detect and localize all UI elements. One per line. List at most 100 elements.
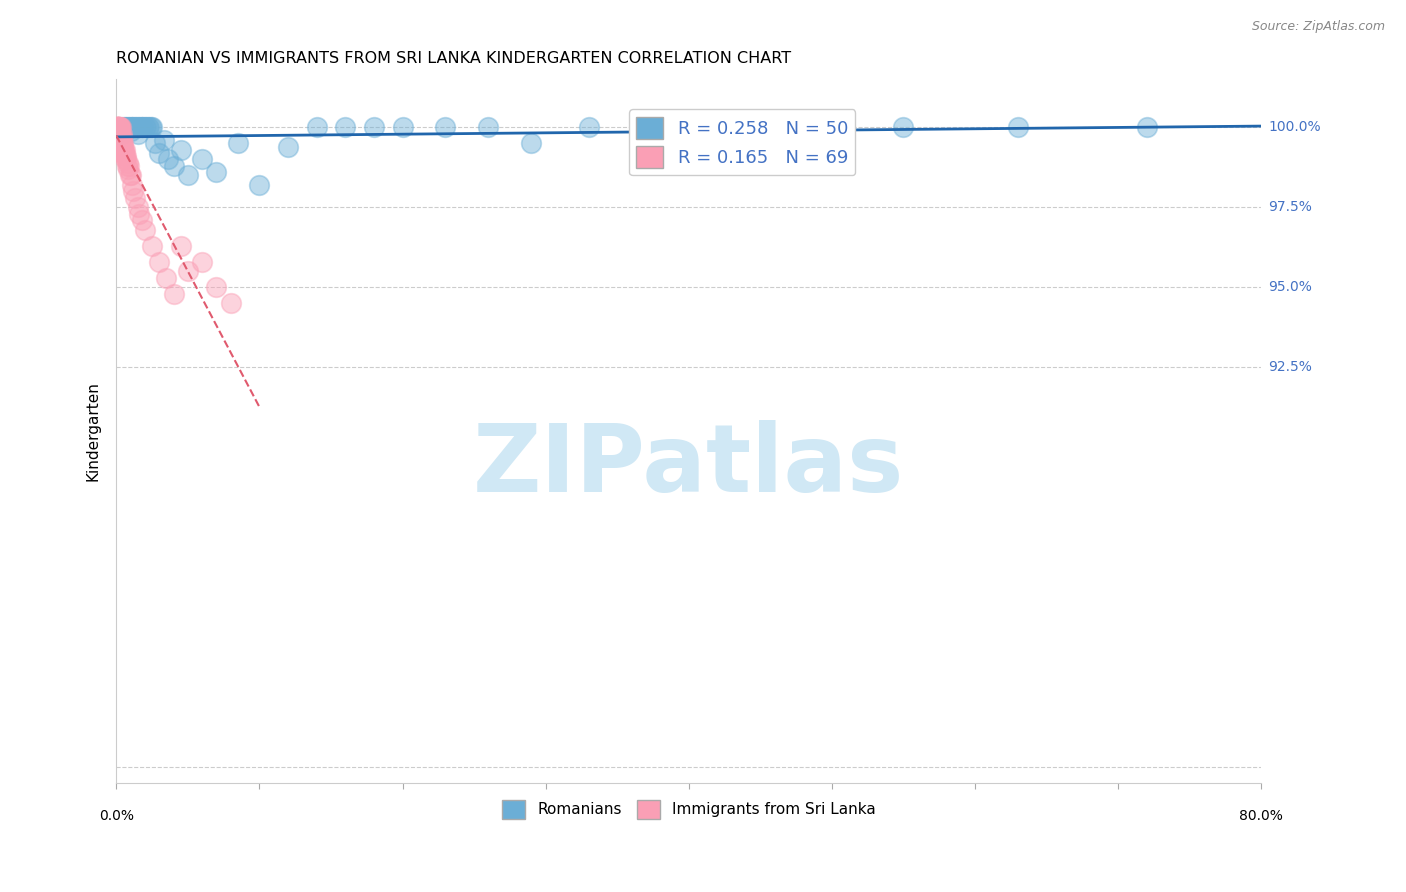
Point	[205, 280, 228, 294]
Point	[108, 129, 131, 144]
Point	[128, 120, 150, 135]
Point	[108, 120, 131, 135]
Text: 92.5%: 92.5%	[1268, 360, 1312, 375]
Point	[110, 127, 132, 141]
Point	[107, 120, 129, 135]
Point	[129, 120, 152, 135]
Point	[107, 123, 129, 137]
Point	[114, 149, 136, 163]
Point	[363, 120, 385, 135]
Y-axis label: Kindergarten: Kindergarten	[86, 381, 100, 481]
Point	[391, 120, 413, 135]
Point	[108, 127, 131, 141]
Point	[112, 120, 135, 135]
Text: ZIPatlas: ZIPatlas	[472, 420, 904, 512]
Point	[156, 153, 179, 167]
Point	[111, 129, 134, 144]
Point	[335, 120, 357, 135]
Point	[205, 165, 228, 179]
Point	[893, 120, 915, 135]
Point	[305, 120, 328, 135]
Point	[111, 136, 134, 151]
Point	[136, 120, 159, 135]
Point	[112, 136, 135, 151]
Point	[111, 139, 134, 153]
Point	[112, 143, 135, 157]
Point	[143, 136, 166, 151]
Point	[162, 286, 184, 301]
Point	[118, 169, 141, 183]
Point	[134, 222, 156, 236]
Point	[1007, 120, 1029, 135]
Point	[162, 159, 184, 173]
Point	[141, 238, 163, 252]
Point	[120, 120, 142, 135]
Point	[191, 254, 214, 268]
Point	[706, 120, 728, 135]
Point	[170, 238, 193, 252]
Point	[135, 120, 157, 135]
Point	[108, 127, 131, 141]
Point	[125, 120, 148, 135]
Point	[105, 120, 128, 135]
Point	[226, 136, 249, 151]
Point	[110, 136, 132, 151]
Point	[108, 129, 131, 144]
Point	[134, 120, 156, 135]
Point	[115, 159, 138, 173]
Text: 100.0%: 100.0%	[1268, 120, 1322, 135]
Point	[141, 120, 163, 135]
Point	[111, 139, 134, 153]
Text: 0.0%: 0.0%	[98, 809, 134, 822]
Point	[105, 120, 128, 135]
Point	[108, 120, 131, 135]
Point	[114, 120, 136, 135]
Point	[170, 143, 193, 157]
Point	[105, 120, 128, 135]
Point	[792, 120, 814, 135]
Point	[107, 120, 129, 135]
Point	[434, 120, 457, 135]
Legend: Romanians, Immigrants from Sri Lanka: Romanians, Immigrants from Sri Lanka	[496, 794, 882, 825]
Point	[110, 120, 132, 135]
Point	[107, 127, 129, 141]
Point	[578, 120, 600, 135]
Point	[115, 120, 138, 135]
Point	[117, 161, 139, 176]
Point	[118, 159, 141, 173]
Point	[138, 120, 160, 135]
Point	[132, 120, 155, 135]
Point	[148, 254, 170, 268]
Point	[105, 120, 128, 135]
Text: 97.5%: 97.5%	[1268, 201, 1312, 214]
Point	[122, 120, 145, 135]
Point	[1136, 120, 1159, 135]
Point	[127, 127, 149, 141]
Point	[110, 133, 132, 147]
Point	[155, 270, 177, 285]
Point	[105, 120, 128, 135]
Point	[122, 184, 145, 198]
Point	[112, 145, 135, 160]
Point	[177, 264, 200, 278]
Point	[112, 145, 135, 160]
Point	[108, 120, 131, 135]
Point	[114, 149, 136, 163]
Point	[117, 155, 139, 169]
Point	[110, 129, 132, 144]
Point	[108, 120, 131, 135]
Text: ROMANIAN VS IMMIGRANTS FROM SRI LANKA KINDERGARTEN CORRELATION CHART: ROMANIAN VS IMMIGRANTS FROM SRI LANKA KI…	[117, 51, 792, 66]
Point	[121, 178, 143, 192]
Text: 95.0%: 95.0%	[1268, 280, 1312, 294]
Point	[108, 120, 131, 135]
Point	[634, 120, 657, 135]
Point	[124, 191, 146, 205]
Point	[124, 120, 146, 135]
Point	[120, 169, 142, 183]
Point	[127, 120, 149, 135]
Point	[107, 120, 129, 135]
Point	[118, 120, 141, 135]
Point	[148, 145, 170, 160]
Point	[110, 127, 132, 141]
Point	[177, 169, 200, 183]
